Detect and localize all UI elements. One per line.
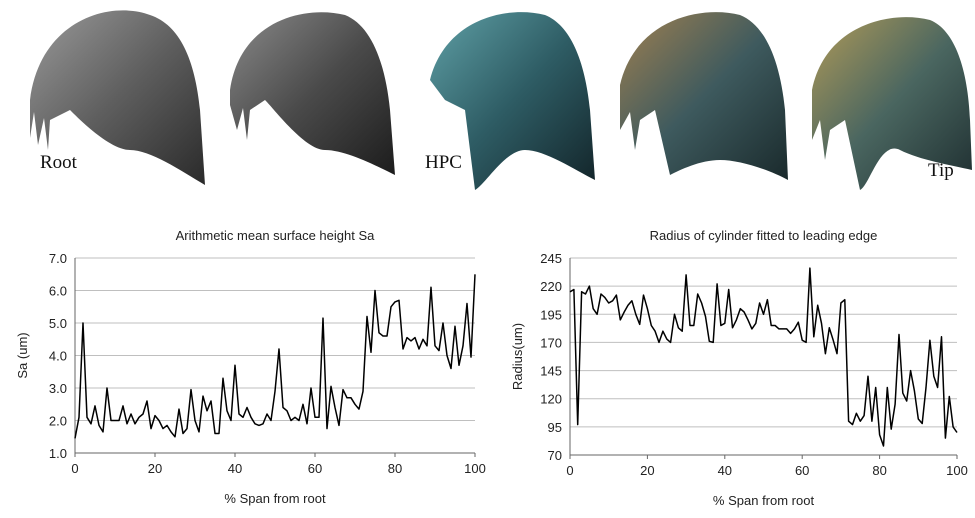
y-tick-label: 3.0 bbox=[49, 381, 67, 396]
surface-root bbox=[30, 10, 205, 186]
x-tick-label: 80 bbox=[388, 461, 402, 476]
y-tick-label: 120 bbox=[540, 392, 562, 407]
y-tick-label: 245 bbox=[540, 251, 562, 266]
x-tick-label: 0 bbox=[71, 461, 78, 476]
x-tick-label: 80 bbox=[872, 463, 886, 478]
y-tick-label: 5.0 bbox=[49, 316, 67, 331]
x-axis-label: % Span from root bbox=[224, 491, 326, 506]
surface-4 bbox=[620, 12, 788, 180]
x-tick-label: 100 bbox=[464, 461, 486, 476]
y-axis-label: Sa (um) bbox=[15, 332, 30, 378]
y-tick-label: 195 bbox=[540, 307, 562, 322]
surface-hpc bbox=[430, 12, 595, 190]
x-tick-label: 60 bbox=[308, 461, 322, 476]
x-tick-label: 100 bbox=[946, 463, 968, 478]
x-tick-label: 20 bbox=[640, 463, 654, 478]
x-tick-label: 0 bbox=[566, 463, 573, 478]
x-tick-label: 20 bbox=[148, 461, 162, 476]
data-line bbox=[74, 274, 476, 439]
y-tick-label: 1.0 bbox=[49, 446, 67, 461]
y-tick-label: 95 bbox=[548, 420, 562, 435]
image-label: Root bbox=[40, 152, 78, 173]
y-tick-label: 4.0 bbox=[49, 349, 67, 364]
y-tick-label: 145 bbox=[540, 364, 562, 379]
y-tick-label: 7.0 bbox=[49, 251, 67, 266]
y-tick-label: 6.0 bbox=[49, 284, 67, 299]
surface-images bbox=[30, 10, 972, 190]
y-tick-label: 170 bbox=[540, 335, 562, 350]
x-axis-label: % Span from root bbox=[713, 493, 815, 508]
data-line bbox=[569, 267, 958, 447]
x-tick-label: 60 bbox=[795, 463, 809, 478]
image-label: HPC bbox=[425, 152, 462, 173]
chart-title: Arithmetic mean surface height Sa bbox=[176, 228, 375, 243]
y-tick-label: 70 bbox=[548, 448, 562, 463]
chart-title: Radius of cylinder fitted to leading edg… bbox=[650, 228, 878, 243]
y-tick-label: 220 bbox=[540, 279, 562, 294]
x-tick-label: 40 bbox=[718, 463, 732, 478]
y-tick-label: 2.0 bbox=[49, 414, 67, 429]
y-axis-label: Radius(um) bbox=[510, 323, 525, 390]
surface-tip bbox=[812, 17, 972, 190]
surface-2 bbox=[230, 12, 395, 175]
x-tick-label: 40 bbox=[228, 461, 242, 476]
image-label: Tip bbox=[928, 160, 954, 181]
